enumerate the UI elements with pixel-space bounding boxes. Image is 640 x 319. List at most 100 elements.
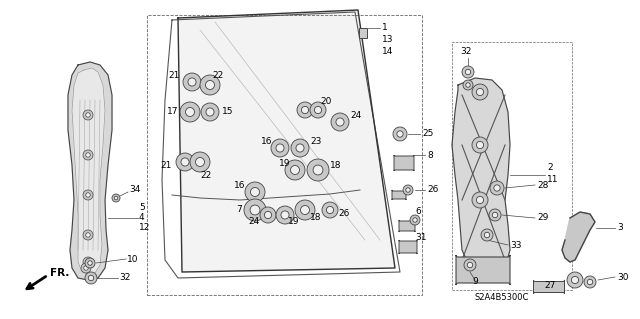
Circle shape: [86, 113, 90, 117]
Circle shape: [314, 107, 322, 114]
Text: 17: 17: [166, 108, 178, 116]
Circle shape: [463, 80, 473, 90]
Text: 11: 11: [547, 175, 559, 184]
Circle shape: [476, 197, 484, 204]
Text: 18: 18: [330, 160, 342, 169]
Text: 22: 22: [200, 170, 211, 180]
Circle shape: [86, 193, 90, 197]
Text: 33: 33: [510, 241, 522, 249]
Circle shape: [489, 209, 501, 221]
Circle shape: [462, 66, 474, 78]
Text: 6: 6: [415, 207, 420, 217]
Circle shape: [205, 80, 214, 90]
Text: 26: 26: [427, 186, 438, 195]
Circle shape: [201, 103, 219, 121]
Circle shape: [276, 144, 284, 152]
Text: 26: 26: [338, 210, 349, 219]
Polygon shape: [452, 78, 510, 275]
Circle shape: [572, 276, 579, 284]
Circle shape: [114, 196, 118, 200]
Circle shape: [195, 158, 205, 167]
Text: 10: 10: [127, 255, 138, 263]
Circle shape: [481, 229, 493, 241]
Circle shape: [176, 153, 194, 171]
Circle shape: [336, 118, 344, 126]
Circle shape: [188, 78, 196, 86]
Text: 19: 19: [278, 159, 290, 167]
Bar: [359, 28, 367, 38]
Circle shape: [466, 83, 470, 87]
Bar: [147, 15, 422, 295]
Text: 15: 15: [222, 108, 234, 116]
Circle shape: [295, 200, 315, 220]
Text: S2A4B5300C: S2A4B5300C: [475, 293, 529, 302]
Circle shape: [413, 218, 417, 222]
Circle shape: [301, 205, 310, 214]
Circle shape: [472, 84, 488, 100]
Circle shape: [83, 110, 93, 120]
Text: 16: 16: [260, 137, 272, 146]
Circle shape: [83, 257, 93, 267]
Text: 16: 16: [234, 182, 245, 190]
Circle shape: [472, 137, 488, 153]
Circle shape: [250, 188, 259, 197]
Circle shape: [307, 159, 329, 181]
Circle shape: [397, 131, 403, 137]
Circle shape: [244, 199, 266, 221]
FancyBboxPatch shape: [399, 240, 417, 254]
Text: 32: 32: [119, 273, 131, 283]
Text: 12: 12: [139, 224, 150, 233]
Text: 28: 28: [537, 181, 548, 189]
Circle shape: [200, 75, 220, 95]
Circle shape: [291, 166, 300, 174]
Circle shape: [206, 108, 214, 116]
Circle shape: [393, 127, 407, 141]
Text: 30: 30: [617, 272, 628, 281]
Circle shape: [403, 185, 413, 195]
Circle shape: [186, 108, 195, 116]
Circle shape: [85, 258, 95, 268]
Text: 29: 29: [537, 213, 548, 222]
Text: FR.: FR.: [50, 268, 69, 278]
Circle shape: [301, 107, 308, 114]
Text: 4: 4: [139, 213, 145, 222]
FancyBboxPatch shape: [394, 155, 414, 171]
Polygon shape: [68, 62, 112, 280]
FancyBboxPatch shape: [399, 220, 415, 232]
Text: 3: 3: [617, 224, 623, 233]
Circle shape: [484, 232, 490, 238]
Text: 32: 32: [460, 48, 472, 56]
Text: 24: 24: [249, 218, 260, 226]
Circle shape: [264, 211, 271, 219]
Circle shape: [313, 165, 323, 175]
Text: 2: 2: [547, 164, 552, 173]
Circle shape: [112, 194, 120, 202]
Circle shape: [297, 102, 313, 118]
Circle shape: [88, 261, 92, 265]
Circle shape: [584, 276, 596, 288]
Circle shape: [331, 113, 349, 131]
Circle shape: [472, 192, 488, 208]
Circle shape: [83, 190, 93, 200]
Text: 19: 19: [288, 218, 300, 226]
Circle shape: [285, 160, 305, 180]
Circle shape: [296, 144, 304, 152]
Circle shape: [467, 262, 473, 268]
Text: 25: 25: [422, 130, 433, 138]
Text: 18: 18: [310, 213, 321, 222]
Text: 24: 24: [350, 112, 361, 121]
Circle shape: [465, 69, 470, 75]
Text: 27: 27: [544, 280, 556, 290]
Circle shape: [567, 272, 583, 288]
Circle shape: [494, 185, 500, 191]
Text: 34: 34: [129, 186, 140, 195]
Circle shape: [310, 102, 326, 118]
Circle shape: [322, 202, 338, 218]
Circle shape: [84, 266, 88, 270]
Circle shape: [276, 206, 294, 224]
Circle shape: [86, 153, 90, 157]
Circle shape: [271, 139, 289, 157]
Polygon shape: [178, 10, 395, 272]
Circle shape: [86, 233, 90, 237]
Circle shape: [490, 181, 504, 195]
